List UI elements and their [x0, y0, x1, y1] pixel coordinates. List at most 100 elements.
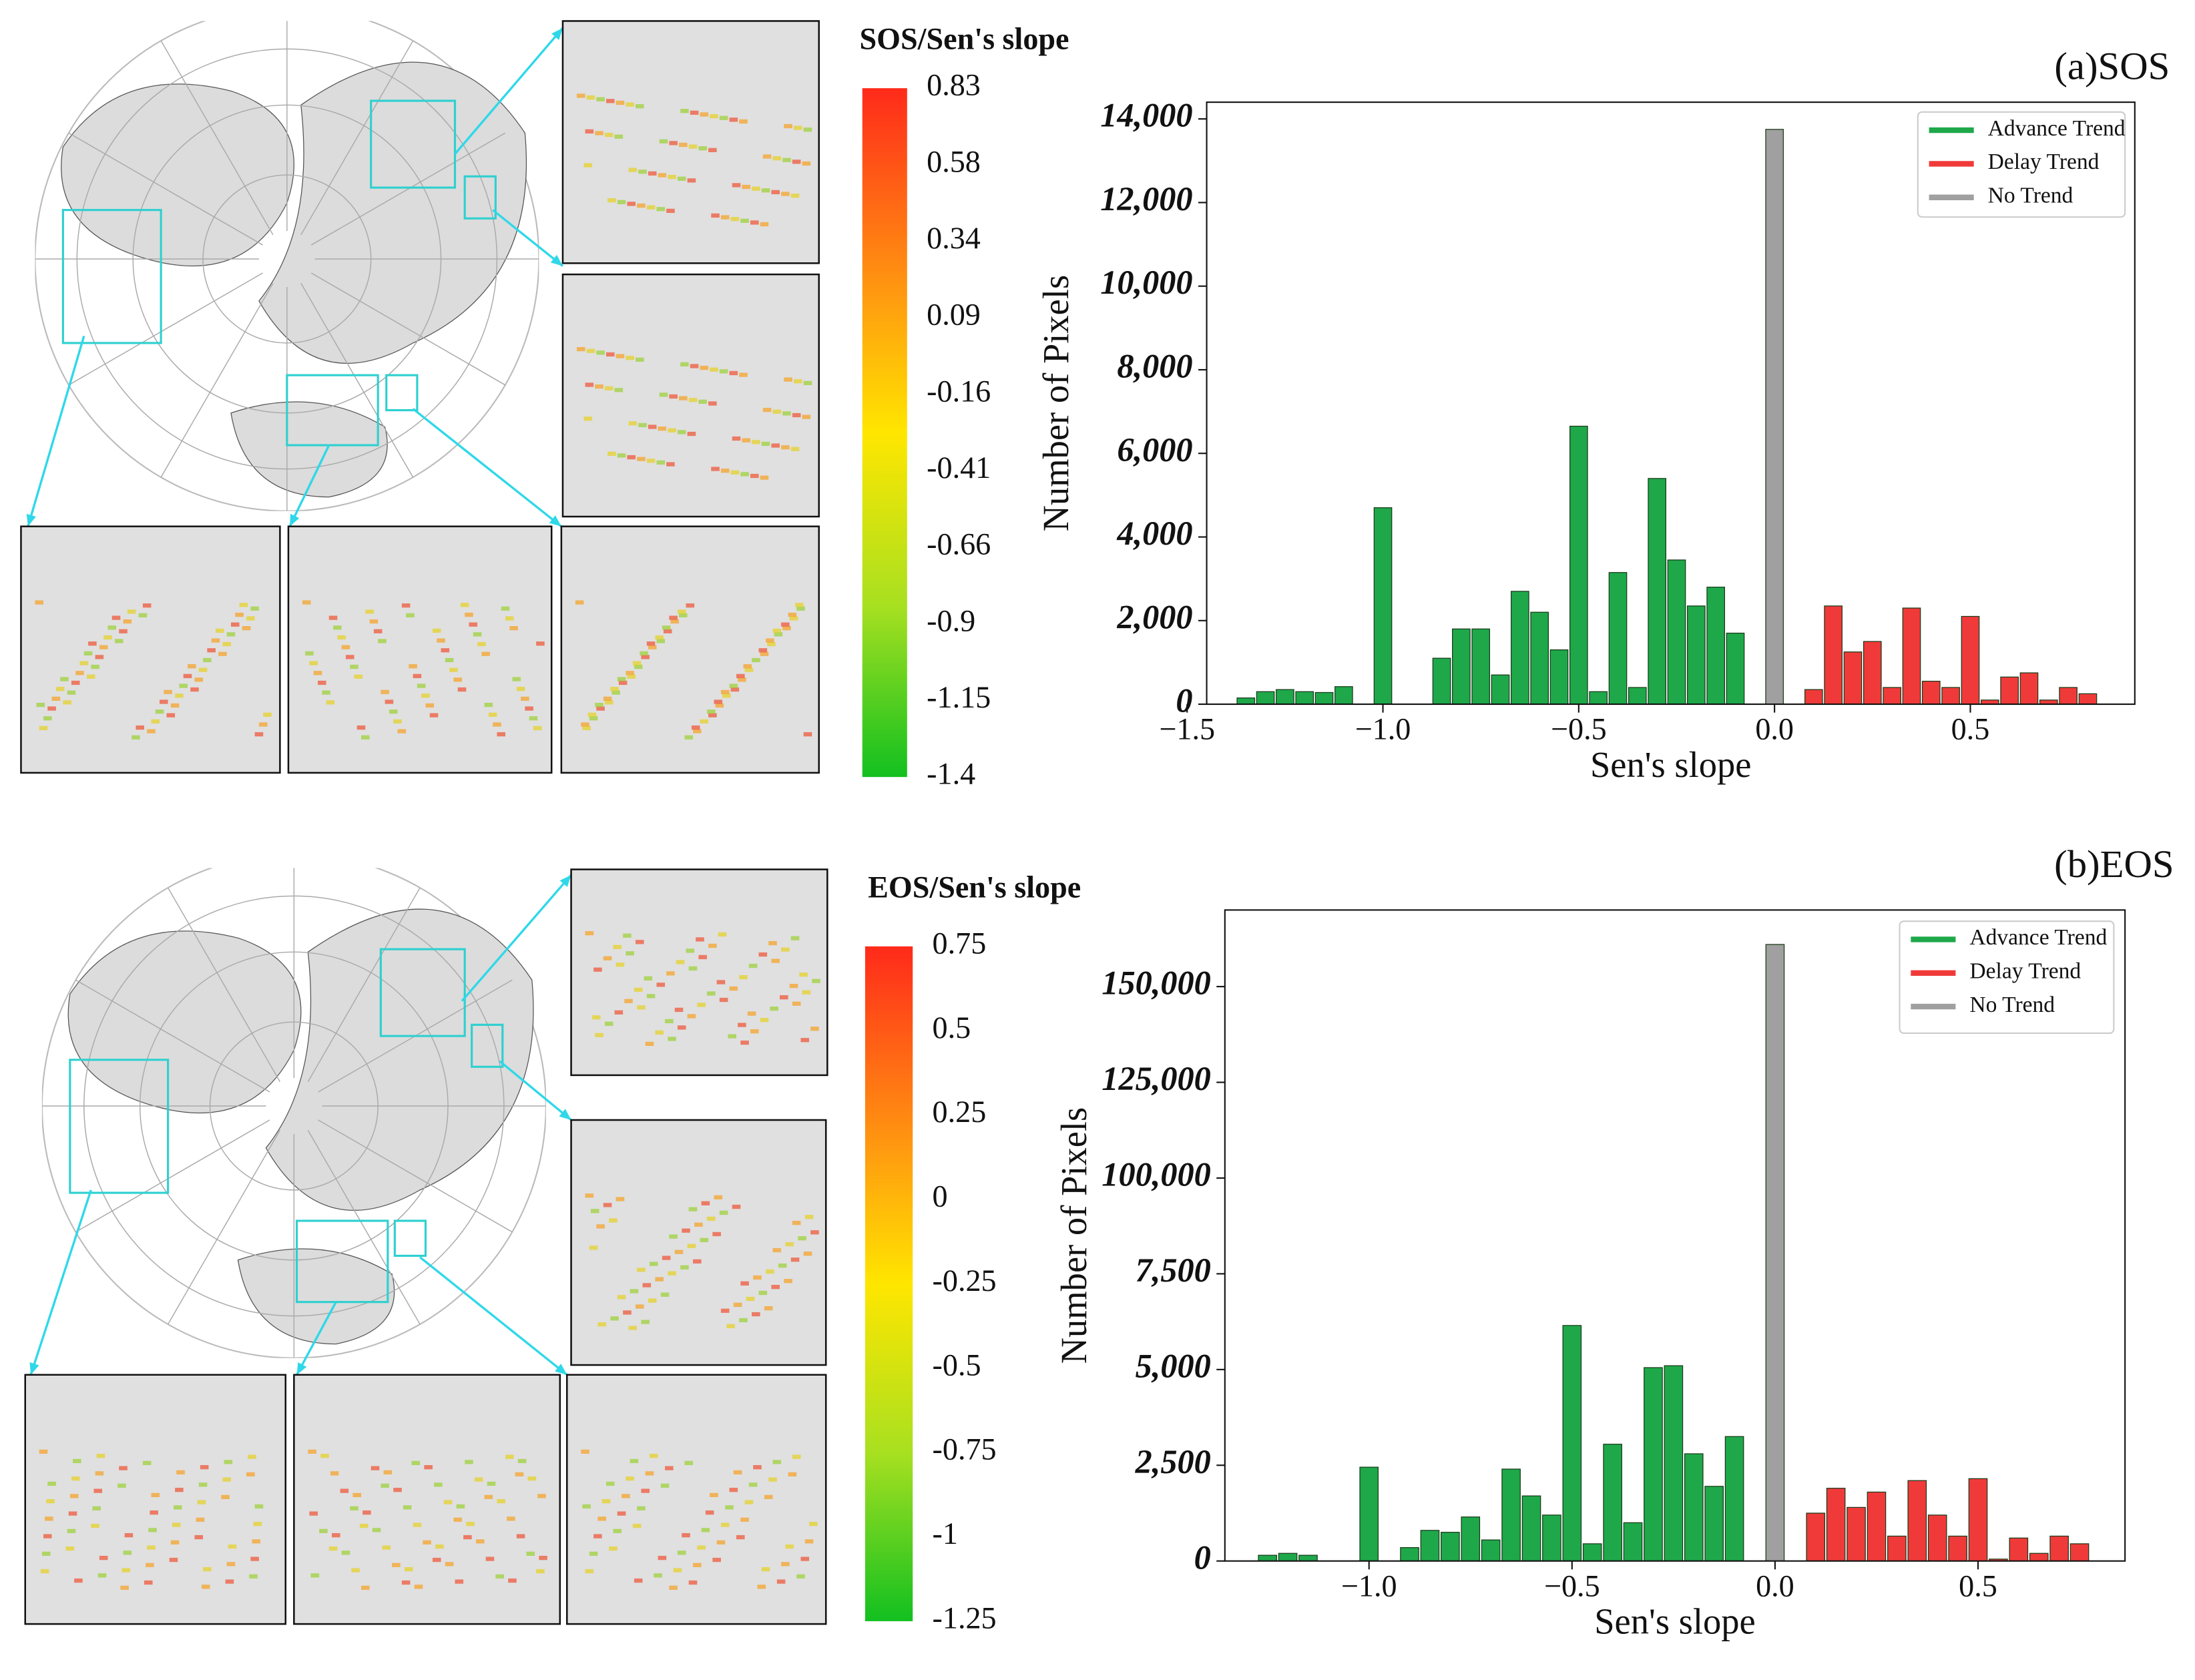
inset-pixels — [660, 1292, 670, 1297]
inset-pixels — [123, 1551, 132, 1555]
inset-pixels — [624, 999, 633, 1003]
chart-title: (b)EOS — [2054, 842, 2174, 886]
bar — [1471, 628, 1491, 705]
inset-pixels — [207, 648, 216, 653]
inset-pixels — [512, 677, 521, 681]
inset-pixels — [785, 1242, 794, 1247]
x-axis-label: Sen's slope — [1594, 1601, 1755, 1642]
inset-pixels — [680, 1265, 689, 1270]
inset-pixels — [36, 702, 45, 708]
inset-pixels — [465, 1460, 473, 1464]
inset-pixels — [690, 364, 699, 368]
inset-pixels — [215, 628, 224, 633]
inset-pixels — [742, 438, 750, 443]
arrow-line — [419, 1256, 568, 1376]
inset-pixels — [712, 1231, 721, 1237]
inset-pixels — [645, 1471, 654, 1476]
inset-pixels — [576, 346, 585, 352]
bar — [1441, 1532, 1460, 1562]
x-tick-label: −1.5 — [1159, 712, 1215, 746]
meridian — [307, 1129, 421, 1325]
inset-pixels — [352, 1492, 362, 1498]
inset-pixels — [596, 97, 605, 101]
y-tick-label: 100,000 — [1102, 1156, 1211, 1193]
inset-pixels — [616, 962, 625, 967]
inset-pixels — [203, 1567, 212, 1572]
inset-pixels — [313, 671, 322, 675]
inset-pixels — [626, 1476, 634, 1481]
bar — [1824, 605, 1843, 705]
inset-pixels — [607, 451, 616, 456]
arrow-head — [296, 1362, 307, 1375]
inset-pixels — [772, 628, 782, 633]
inset-pixels — [708, 943, 717, 948]
bar — [1961, 615, 1980, 705]
arrow-line — [461, 874, 572, 1002]
inset-pixels — [596, 350, 605, 355]
inset-pixels — [634, 1578, 643, 1583]
inset-pixels — [792, 412, 801, 418]
bar — [1432, 657, 1451, 705]
legend-label: No Trend — [1988, 183, 2074, 208]
inset-pixels — [389, 710, 398, 714]
inset-pixels — [617, 453, 626, 458]
y-tick-label: 2,500 — [1135, 1443, 1211, 1480]
inset-pixels — [719, 1210, 728, 1215]
inset-pixels — [456, 1504, 465, 1509]
meridian — [160, 40, 274, 236]
inset-pixels — [688, 1207, 698, 1211]
inset-pixels — [35, 600, 44, 605]
inset-pixels — [810, 1027, 819, 1031]
inset-pixels — [174, 1505, 182, 1510]
inset-pixels — [460, 603, 469, 607]
bar — [1298, 1555, 1318, 1562]
inset-pixels — [612, 690, 620, 695]
arrow-line — [499, 1060, 572, 1121]
inset-pixels — [248, 1454, 256, 1459]
inset-pixels — [331, 1532, 340, 1538]
inset-pixels — [719, 369, 728, 374]
inset-pixels — [677, 176, 686, 181]
arrow-head — [559, 1109, 571, 1120]
bar — [2009, 1537, 2029, 1562]
inset-pixels — [804, 1539, 814, 1544]
meridian — [75, 1119, 270, 1233]
inset-pixels — [385, 699, 394, 704]
inset-pixels — [730, 217, 740, 222]
arrow-line — [296, 1301, 337, 1376]
inset-pixels — [700, 365, 709, 370]
inset-pixels — [736, 1534, 745, 1540]
y-tick-label: 125,000 — [1102, 1060, 1211, 1097]
bar — [1921, 680, 1941, 705]
inset-pixels — [585, 382, 594, 387]
inset-pixels — [614, 1010, 624, 1015]
y-tick-label: 14,000 — [1100, 97, 1192, 134]
inset-pixels — [659, 139, 668, 144]
bar — [1704, 1486, 1724, 1562]
inset-pixels — [333, 625, 342, 630]
inset-pixels — [700, 112, 709, 117]
inset-pixels — [328, 1546, 338, 1551]
inset-pixels — [636, 1304, 644, 1309]
bar — [1562, 1325, 1582, 1562]
inset-pixels — [517, 1458, 527, 1464]
inset-pixels — [258, 722, 268, 727]
arrow-line — [454, 27, 564, 155]
inset-pixels — [696, 937, 704, 942]
inset-pixels — [666, 462, 675, 467]
inset-pixels — [761, 1567, 770, 1572]
inset-pixels — [666, 971, 675, 976]
inset-pixels — [91, 1523, 99, 1528]
inset-pixels — [750, 473, 759, 479]
inset-pixels — [655, 635, 664, 640]
inset-pixels — [641, 655, 650, 659]
inset-pixels — [164, 689, 172, 694]
inset-pixels — [536, 1569, 545, 1574]
inset-pixels — [302, 600, 311, 605]
inset-pixels — [196, 1517, 205, 1522]
bar — [1664, 1365, 1684, 1562]
inset-pixels — [582, 1504, 591, 1509]
inset-pixels — [515, 1472, 524, 1477]
inset-pixels — [589, 716, 598, 721]
inset-pixels — [802, 414, 811, 419]
